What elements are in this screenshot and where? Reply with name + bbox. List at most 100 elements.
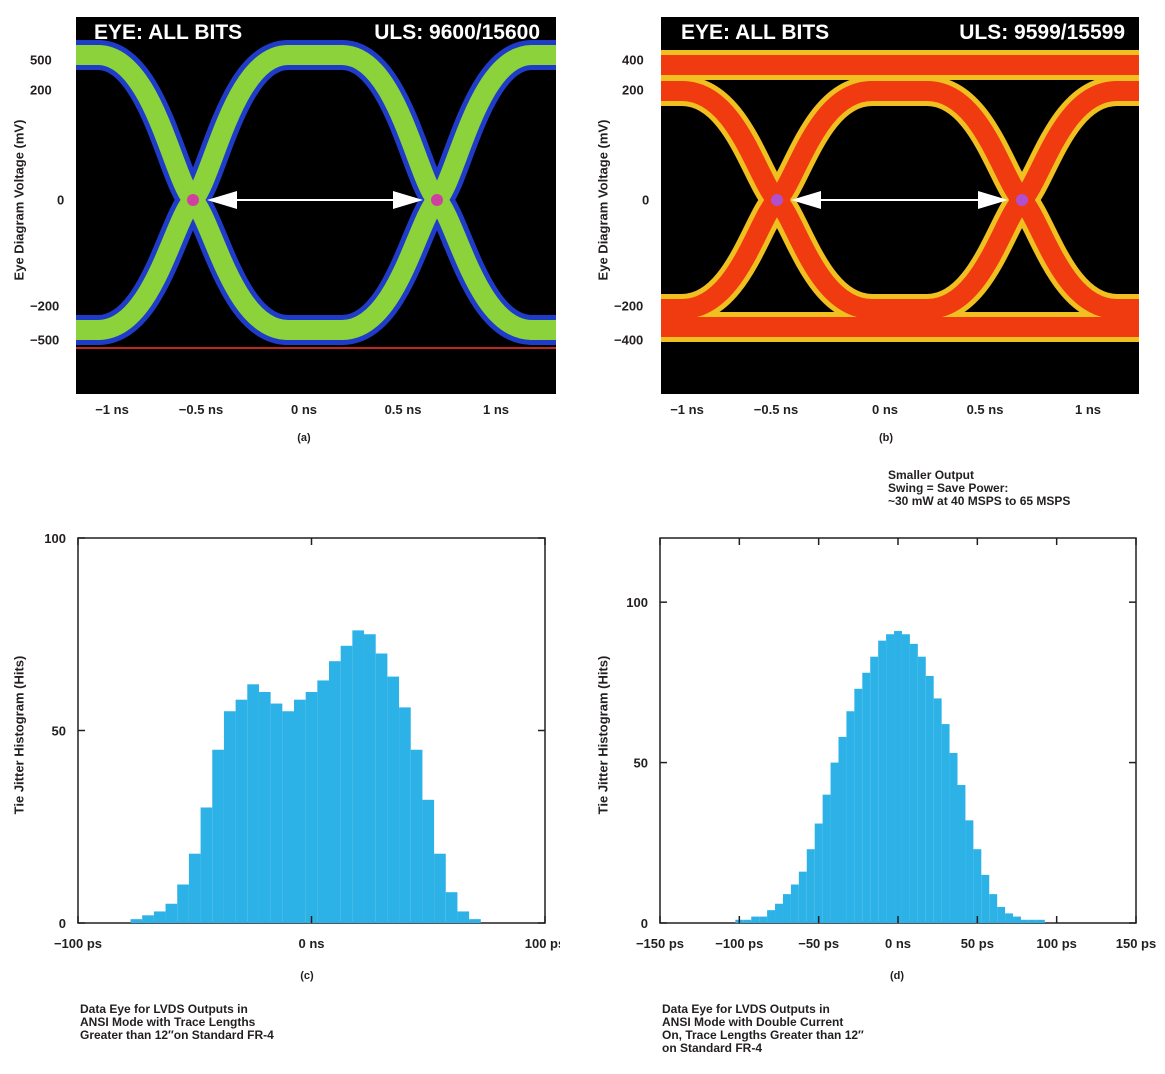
caption-d: (d) — [889, 970, 905, 982]
x-tick-label: 150 ps — [1116, 936, 1156, 951]
histogram-bar — [258, 692, 271, 923]
eye-b-ytick: −200 — [614, 298, 644, 314]
histogram-bar — [469, 919, 481, 923]
x-tick-label: −100 ps — [715, 936, 763, 951]
histogram-bar — [901, 634, 910, 923]
histogram-bar — [782, 894, 791, 923]
eye-a-ytick: −500 — [30, 332, 60, 348]
y-tick-label: 50 — [634, 756, 648, 771]
eye-a-ytick: 500 — [30, 52, 52, 68]
histogram-d: 0 50 100 −150 ps −100 ps −50 ps 0 ns 50 ps 100 p… — [626, 537, 1156, 951]
histogram-bar — [949, 752, 958, 923]
histogram-bar — [153, 911, 166, 923]
y-tick-label: 100 — [44, 531, 66, 546]
histogram-bar — [177, 884, 189, 923]
histogram-bar — [130, 919, 143, 923]
eye-crossing-point — [771, 194, 783, 206]
histogram-bar — [387, 676, 400, 923]
histogram-bar — [743, 919, 752, 923]
histogram-bar — [965, 820, 974, 923]
histogram-bar — [212, 749, 224, 923]
swing-note: Smaller Output Swing = Save Power: ~30 m… — [888, 468, 1071, 508]
x-tick-label: −150 ps — [636, 936, 684, 951]
eye-crossing-point — [1016, 194, 1028, 206]
histogram-bar — [293, 699, 306, 923]
eye-a-ylabel: Eye Diagram Voltage (mV) — [11, 119, 27, 281]
eye-crossing-point — [187, 194, 199, 206]
histogram-bar — [798, 871, 807, 923]
note-c: Data Eye for LVDS Outputs in ANSI Mode w… — [80, 1002, 274, 1042]
histogram-bar — [223, 711, 236, 923]
histogram-bar — [854, 688, 863, 923]
histogram-bar — [1013, 916, 1021, 923]
arrowhead-left — [207, 191, 237, 209]
x-tick-label: 0 ns — [298, 936, 324, 951]
eye-plot-b — [661, 50, 1139, 342]
histogram-bar — [973, 849, 982, 923]
histogram-bar — [806, 849, 815, 923]
eye-a-header-left: EYE: ALL BITS — [94, 21, 243, 44]
eye-trace — [88, 45, 298, 340]
histogram-bar — [862, 672, 871, 923]
x-tick-label: 100 ps — [525, 936, 560, 951]
eye-b-ylabel: Eye Diagram Voltage (mV) — [595, 119, 611, 281]
histogram-bar — [329, 661, 341, 923]
histogram-bar — [989, 894, 998, 923]
histogram-bar — [165, 903, 178, 923]
histogram-bar — [822, 794, 831, 923]
histogram-bar — [317, 680, 330, 923]
histogram-bar — [445, 892, 458, 923]
histogram-bar — [282, 711, 294, 923]
eye-crossing-point — [431, 194, 443, 206]
histogram-bar — [917, 656, 926, 923]
histogram-bar — [790, 884, 799, 923]
eye-b-header-right: ULS: 9599/15599 — [959, 21, 1125, 44]
x-tick-label: 100 ps — [1036, 936, 1076, 951]
y-tick-label: 0 — [59, 916, 66, 931]
histogram-bar — [941, 724, 950, 923]
histogram-bar — [981, 874, 990, 923]
y-tick-label: 100 — [626, 595, 648, 610]
eye-b-ytick: 0 — [642, 192, 650, 208]
histogram-bar — [1028, 919, 1037, 923]
eye-a-xtick: 1 ns — [482, 402, 510, 417]
arrowhead-left — [791, 191, 821, 209]
eye-trace — [332, 45, 542, 340]
eye-diagram-a: EYE: ALL BITS ULS: 9600/15600 — [76, 17, 556, 394]
histogram-bar — [814, 823, 823, 923]
x-tick-label: 0 ns — [885, 936, 911, 951]
histogram-bar — [305, 692, 318, 923]
eye-b-xtick: −0.5 ns — [753, 402, 799, 417]
y-tick-label: 50 — [52, 724, 66, 739]
histogram-bar — [457, 911, 470, 923]
eye-b-ytick: 200 — [622, 82, 644, 98]
histogram-bar — [894, 631, 902, 923]
histogram-bar — [909, 643, 918, 923]
eye-b-ytick: 400 — [622, 52, 644, 68]
y-tick-label: 0 — [641, 916, 648, 931]
eye-a-xtick: −0.5 ns — [178, 402, 224, 417]
histogram-bar — [375, 653, 388, 923]
histogram-bar — [270, 703, 283, 923]
eye-diagram-b: EYE: ALL BITS ULS: 9599/15599 — [661, 17, 1139, 394]
hist-d-ylabel: Tie Jitter Histogram (Hits) — [595, 655, 611, 815]
histogram-bar — [997, 906, 1006, 923]
histogram-bar — [957, 785, 966, 923]
histogram-c: 0 50 100 −100 ps 0 ns 100 ps — [44, 531, 560, 951]
histogram-bar — [1020, 919, 1029, 923]
histogram-bar — [846, 711, 855, 923]
histogram-bar — [751, 916, 760, 923]
histogram-bar — [838, 736, 847, 923]
eye-a-ytick: 200 — [30, 82, 52, 98]
histogram-bar — [352, 630, 365, 923]
histogram-bar — [200, 807, 213, 923]
caption-b: (b) — [878, 432, 894, 444]
histogram-bar — [925, 675, 934, 923]
note-d: Data Eye for LVDS Outputs in ANSI Mode w… — [662, 1002, 864, 1055]
x-tick-label: 50 ps — [961, 936, 994, 951]
caption-a: (a) — [297, 432, 311, 444]
histogram-bar — [830, 762, 839, 923]
histogram-bar — [188, 853, 201, 923]
eye-a-xtick: −1 ns — [95, 402, 129, 417]
histogram-bar — [878, 640, 887, 923]
